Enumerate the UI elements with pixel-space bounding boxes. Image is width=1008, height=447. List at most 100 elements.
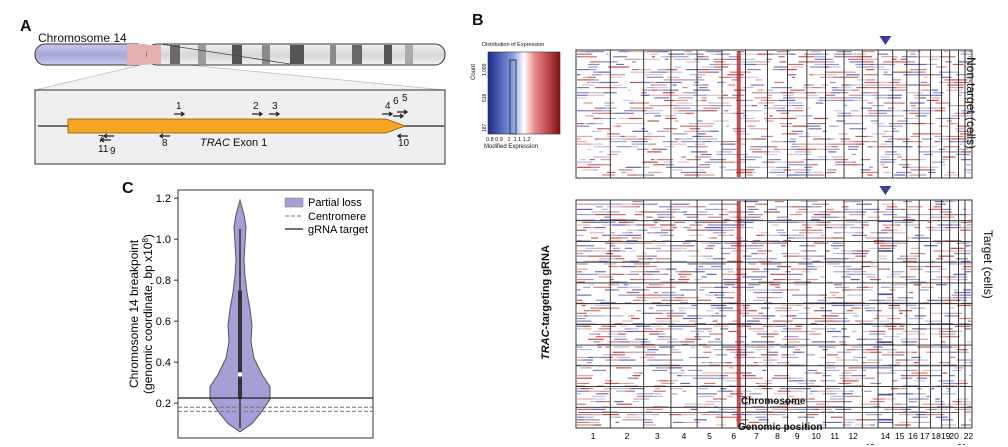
heatmap-cell [770, 406, 787, 408]
heatmap-cell [967, 263, 971, 265]
heatmap-cell [914, 315, 926, 317]
heatmap-cell [833, 232, 842, 234]
heatmap-cell [814, 320, 821, 322]
heatmap-cell [700, 385, 711, 387]
heatmap-cell [610, 237, 622, 239]
heatmap-cell [960, 294, 971, 296]
heatmap-cell [813, 310, 820, 312]
heatmap-cell [890, 242, 906, 244]
heatmap-cell [746, 268, 760, 270]
heatmap-cell [678, 299, 682, 301]
heatmap-cell [605, 380, 613, 382]
heatmap-cell [850, 289, 867, 291]
heatmap-cell [771, 221, 784, 223]
heatmap-cell [770, 169, 784, 171]
heatmap-cell [781, 325, 787, 327]
heatmap-cell [912, 364, 930, 366]
heatmap-cell [829, 81, 836, 84]
heatmap-cell [773, 281, 783, 283]
heatmap-cell [812, 143, 830, 145]
heatmap-cell [831, 304, 840, 307]
heatmap-cell [666, 208, 681, 210]
heatmap-cell [779, 307, 792, 309]
heatmap-cell [668, 53, 684, 55]
histogram-bar [509, 59, 517, 135]
heatmap-cell [822, 406, 840, 408]
heatmap-cell [856, 203, 872, 205]
heatmap-cell [652, 395, 663, 398]
heatmap-cell [815, 102, 824, 104]
heatmap-cell [769, 115, 773, 117]
heatmap-cell [788, 102, 803, 104]
heatmap-cell [930, 312, 945, 314]
heatmap-cell [702, 206, 706, 208]
heatmap-cell [849, 377, 865, 379]
heatmap-cell [835, 356, 842, 359]
heatmap-cell [642, 273, 653, 275]
heatmap-cell [792, 398, 810, 400]
heatmap-cell [891, 110, 904, 112]
chr14-marker-triangle [879, 36, 892, 45]
heatmap-cell [728, 330, 737, 333]
exon-arrow [67, 118, 407, 134]
heatmap-cell [797, 416, 809, 418]
heatmap-cell [687, 250, 694, 252]
legend-label-centromere: Centromere [308, 211, 366, 223]
heatmap-cell [864, 61, 874, 63]
heatmap-cell [922, 403, 937, 405]
heatmap-cell [844, 401, 853, 403]
heatmap-cell [604, 242, 615, 244]
heatmap-cell [715, 338, 721, 340]
heatmap-cell [909, 61, 916, 63]
heatmap-cell [728, 216, 735, 218]
heatmap-cell [666, 76, 673, 78]
heatmap-cell [798, 221, 808, 223]
heatmap-cell [577, 234, 584, 236]
heatmap-cell [865, 69, 875, 71]
chr14-loss-mark [878, 293, 893, 296]
heatmap-cell [652, 242, 666, 244]
heatmap-cell [712, 362, 726, 364]
heatmap-cell [577, 419, 585, 421]
chromosome-tick-label: 2 [625, 431, 630, 441]
heatmap-cell [652, 239, 657, 242]
heatmap-cell [953, 289, 958, 291]
heatmap-cell [831, 146, 838, 148]
heatmap-cell [610, 151, 622, 153]
heatmap-cell [624, 328, 632, 330]
heatmap-cell [635, 265, 651, 268]
heatmap-cell [812, 203, 829, 205]
heatmap-cell [932, 89, 939, 91]
heatmap-cell [655, 328, 672, 330]
heatmap-cell [715, 153, 720, 156]
heatmap-cell [878, 247, 891, 249]
heatmap-cell [944, 79, 951, 81]
heatmap-cell [913, 94, 917, 96]
heatmap-cell [655, 380, 660, 382]
heatmap-cell [851, 250, 857, 252]
heatmap-cell [913, 284, 921, 286]
heatmap-cell [732, 320, 738, 322]
heatmap-cell [685, 61, 701, 63]
heatmap-cell [894, 115, 904, 117]
chromosome-tick-label: 1 [591, 431, 596, 441]
heatmap-cell [768, 221, 772, 223]
heatmap-cell [731, 97, 739, 99]
heatmap-cell [634, 213, 643, 216]
heatmap-cell [635, 338, 648, 340]
heatmap-cell [886, 276, 893, 278]
heatmap-cell [752, 398, 759, 400]
heatmap-cell [587, 123, 595, 125]
heatmap-cell [792, 105, 804, 107]
heatmap-cell [806, 94, 819, 96]
heatmap-cell [724, 291, 735, 294]
heatmap-cell [637, 395, 653, 398]
heatmap-cell [963, 289, 971, 291]
heatmap-cell [848, 208, 857, 210]
heatmap-cell [577, 271, 582, 273]
heatmap-cell [842, 336, 850, 338]
heatmap-cell [867, 87, 884, 89]
heatmap-cell [654, 359, 662, 361]
heatmap-cell [624, 390, 635, 392]
heatmap-cell [602, 110, 613, 112]
